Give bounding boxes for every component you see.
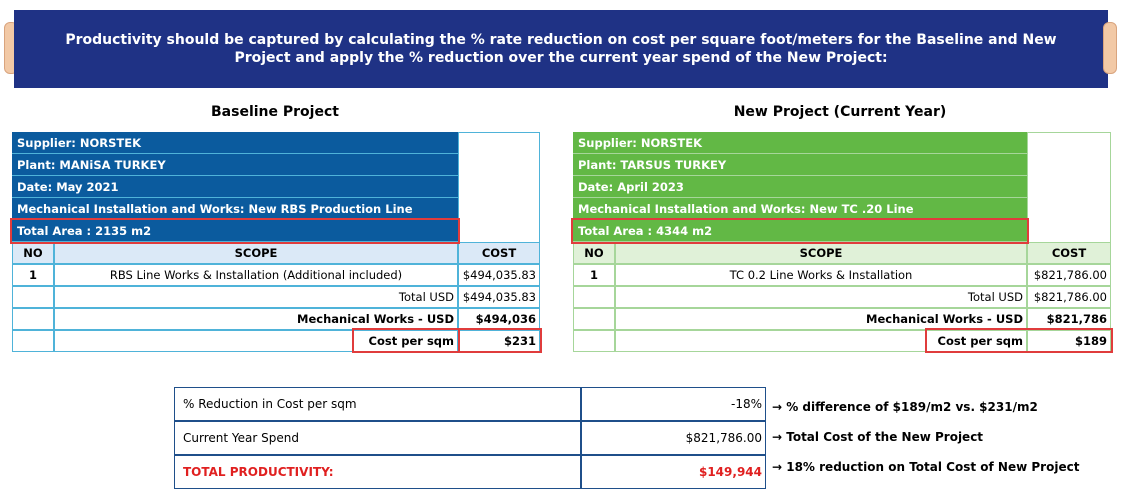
baseline-total-label: Total USD [54, 286, 458, 308]
baseline-info-blank [458, 132, 540, 242]
instruction-banner: Productivity should be captured by calcu… [14, 10, 1108, 88]
productivity-value: $149,944 [580, 455, 766, 489]
newproject-header-cost: COST [1027, 242, 1111, 264]
newproject-row-cost: $821,786.00 [1027, 264, 1111, 286]
newproject-total-no-blank [573, 286, 615, 308]
banner-text: Productivity should be captured by calcu… [65, 32, 1057, 66]
baseline-cps-no-blank [12, 330, 54, 352]
baseline-mech-value: $494,036 [458, 308, 540, 330]
newproject-area: Total Area : 4344 m2 [573, 220, 1027, 242]
baseline-total-value: $494,035.83 [458, 286, 540, 308]
baseline-mechanical: Mechanical Installation and Works: New R… [12, 198, 458, 220]
baseline-mech-label: Mechanical Works - USD [54, 308, 458, 330]
newproject-mechanical: Mechanical Installation and Works: New T… [573, 198, 1027, 220]
newproject-table: Supplier: NORSTEK Plant: TARSUS TURKEY Dat… [571, 132, 1113, 353]
newproject-total-value: $821,786.00 [1027, 286, 1111, 308]
reduction-label: % Reduction in Cost per sqm [174, 387, 582, 421]
baseline-table: Supplier: NORSTEK Plant: MANiSA TURKEY Dat… [10, 132, 542, 353]
newproject-mech-label: Mechanical Works - USD [615, 308, 1027, 330]
newproject-header-no: NO [573, 242, 615, 264]
newproject-mech-value: $821,786 [1027, 308, 1111, 330]
right-hand-icon [1103, 22, 1117, 74]
summary-row-productivity: TOTAL PRODUCTIVITY: $149,944 [174, 455, 766, 489]
summary-row-reduction: % Reduction in Cost per sqm -18% [174, 387, 766, 421]
baseline-total-no-blank [12, 286, 54, 308]
newproject-row-scope: TC 0.2 Line Works & Installation [615, 264, 1027, 286]
baseline-row-cost: $494,035.83 [458, 264, 540, 286]
spend-note: → Total Cost of the New Project [772, 430, 984, 444]
spend-label: Current Year Spend [174, 421, 582, 455]
newproject-row-no: 1 [573, 264, 615, 286]
baseline-header-no: NO [12, 242, 54, 264]
newproject-title: New Project (Current Year) [733, 104, 947, 120]
baseline-cps-value: $231 [458, 330, 540, 352]
productivity-note: → 18% reduction on Total Cost of New Pro… [772, 460, 1080, 474]
baseline-header-scope: SCOPE [54, 242, 458, 264]
newproject-supplier: Supplier: NORSTEK [573, 132, 1027, 154]
reduction-value: -18% [580, 387, 766, 421]
newproject-cps-label: Cost per sqm [615, 330, 1027, 352]
newproject-plant: Plant: TARSUS TURKEY [573, 154, 1027, 176]
baseline-supplier: Supplier: NORSTEK [12, 132, 458, 154]
spend-value: $821,786.00 [580, 421, 766, 455]
newproject-cps-value: $189 [1027, 330, 1111, 352]
newproject-cps-no-blank [573, 330, 615, 352]
baseline-mech-no-blank [12, 308, 54, 330]
baseline-plant: Plant: MANiSA TURKEY [12, 154, 458, 176]
baseline-title: Baseline Project [211, 104, 339, 120]
newproject-total-label: Total USD [615, 286, 1027, 308]
baseline-row-scope: RBS Line Works & Installation (Additiona… [54, 264, 458, 286]
baseline-cps-label: Cost per sqm [54, 330, 458, 352]
baseline-area: Total Area : 2135 m2 [12, 220, 458, 242]
reduction-note: → % difference of $189/m2 vs. $231/m2 [772, 400, 1038, 414]
baseline-header-cost: COST [458, 242, 540, 264]
baseline-date: Date: May 2021 [12, 176, 458, 198]
baseline-row-no: 1 [12, 264, 54, 286]
newproject-header-scope: SCOPE [615, 242, 1027, 264]
productivity-label: TOTAL PRODUCTIVITY: [174, 455, 582, 489]
newproject-info-blank [1027, 132, 1111, 242]
summary-row-spend: Current Year Spend $821,786.00 [174, 421, 766, 455]
newproject-date: Date: April 2023 [573, 176, 1027, 198]
newproject-mech-no-blank [573, 308, 615, 330]
